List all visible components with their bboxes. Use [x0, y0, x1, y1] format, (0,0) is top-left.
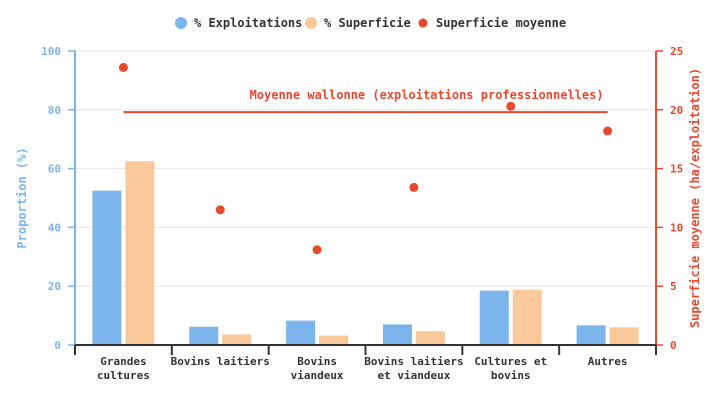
y-left-tick-label: 40: [48, 221, 61, 234]
point-superficie-moyenne-2: [312, 245, 322, 255]
y-left-tick-label: 60: [48, 163, 61, 176]
point-superficie-moyenne-0: [118, 62, 128, 72]
y-right-tick-label: 25: [670, 45, 683, 58]
x-tick-label-1: Bovins laitiers: [171, 355, 270, 368]
y-left-tick-label: 100: [41, 45, 61, 58]
legend-marker-2: [418, 18, 428, 28]
bar-exploitations-3: [382, 324, 412, 345]
y-right-tick-label: 15: [670, 163, 683, 176]
bar-superficie-1: [222, 334, 252, 345]
bar-superficie-0: [125, 161, 155, 345]
bar-exploitations-2: [286, 320, 316, 345]
y-right-tick-label: 10: [670, 221, 683, 234]
reference-line-label: Moyenne wallonne (exploitations professi…: [250, 88, 604, 102]
bar-exploitations-5: [576, 325, 606, 345]
y-left-tick-label: 0: [54, 339, 61, 352]
bar-superficie-3: [415, 331, 445, 345]
bar-exploitations-1: [189, 326, 219, 345]
x-tick-label-0: Grandes cultures: [97, 355, 150, 382]
x-tick-label-4: Cultures et bovins: [474, 355, 547, 382]
point-superficie-moyenne-5: [603, 126, 613, 136]
y-right-tick-label: 20: [670, 104, 683, 117]
legend-label-0: % Exploitations: [194, 16, 302, 30]
bar-exploitations-0: [92, 190, 122, 345]
legend-label-1: % Superficie: [324, 16, 411, 30]
bar-superficie-4: [512, 289, 542, 345]
points: [118, 62, 613, 255]
legend-marker-0: [175, 17, 187, 29]
legend: % Exploitations % Superficie Superficie mo…: [175, 16, 566, 30]
y-right-tick-label: 5: [670, 280, 677, 293]
y-left-tick-label: 80: [48, 104, 61, 117]
bars: [92, 161, 639, 345]
reference-line-group: Moyenne wallonne (exploitations professi…: [123, 88, 608, 114]
y-right-axis-title: Superficie moyenne (ha/exploitation): [688, 68, 702, 328]
legend-label-2: Superficie moyenne: [436, 16, 566, 30]
y-left-tick-label: 20: [48, 280, 61, 293]
bar-exploitations-4: [479, 290, 509, 345]
x-tick-label-2: Bovins viandeux: [291, 355, 344, 382]
gridlines: [75, 50, 656, 287]
x-tick-label-5: Autres: [588, 355, 628, 368]
legend-marker-1: [305, 17, 317, 29]
y-left-axis-title: Proportion (%): [15, 147, 29, 248]
point-superficie-moyenne-4: [506, 101, 516, 111]
axes: 0 20 40 60 80 100 Proportion (%) 0 5 10 15 20 25 Supe…: [15, 45, 702, 382]
point-superficie-moyenne-3: [409, 182, 419, 192]
point-superficie-moyenne-1: [215, 205, 225, 215]
bar-superficie-5: [609, 327, 639, 345]
bar-superficie-2: [319, 335, 349, 345]
y-right-tick-label: 0: [670, 339, 677, 352]
x-tick-label-3: Bovins laitiers et viandeux: [364, 355, 463, 382]
